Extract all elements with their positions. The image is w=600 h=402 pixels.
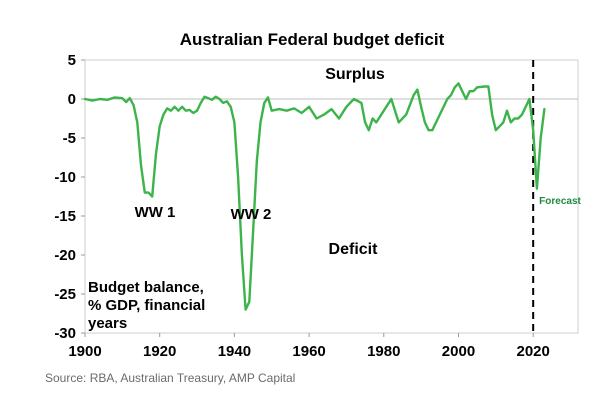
x-tick-label: 1980	[367, 343, 400, 360]
x-tick-label: 1920	[143, 343, 176, 360]
x-tick-label: 1940	[218, 343, 251, 360]
ww2-label: WW 2	[231, 206, 272, 223]
y-tick-label: -25	[54, 286, 76, 303]
y-tick-label: -15	[54, 208, 76, 225]
note-line-3: years	[88, 315, 127, 332]
budget-balance-line	[83, 82, 546, 311]
chart-title: Australian Federal budget deficit	[180, 30, 445, 49]
source-note: Source: RBA, Australian Treasury, AMP Ca…	[45, 371, 295, 385]
plot-area	[84, 59, 579, 334]
y-tick-label: -30	[54, 325, 76, 342]
x-tick-label: 1900	[68, 343, 101, 360]
x-tick-label: 2000	[442, 343, 475, 360]
x-tick-label: 1960	[292, 343, 325, 360]
y-tick-label: 5	[68, 52, 76, 69]
forecast-label: Forecast	[539, 196, 581, 207]
y-axis: 5 0 -5 -10 -15 -20 -25 -30	[54, 52, 85, 342]
x-tick-label: 2020	[516, 343, 549, 360]
y-tick-label: -10	[54, 169, 76, 186]
plot-border	[84, 59, 579, 334]
y-tick-label: -20	[54, 247, 76, 264]
y-tick-label: -5	[63, 130, 76, 147]
note-line-1: Budget balance,	[88, 279, 204, 296]
ww1-label: WW 1	[135, 204, 176, 221]
deficit-label: Deficit	[329, 241, 379, 258]
x-axis: 1900 1920 1940 1960 1980 2000 2020	[68, 333, 550, 360]
y-tick-label: 0	[68, 91, 76, 108]
surplus-label: Surplus	[325, 66, 385, 83]
note-line-2: % GDP, financial	[88, 297, 205, 314]
